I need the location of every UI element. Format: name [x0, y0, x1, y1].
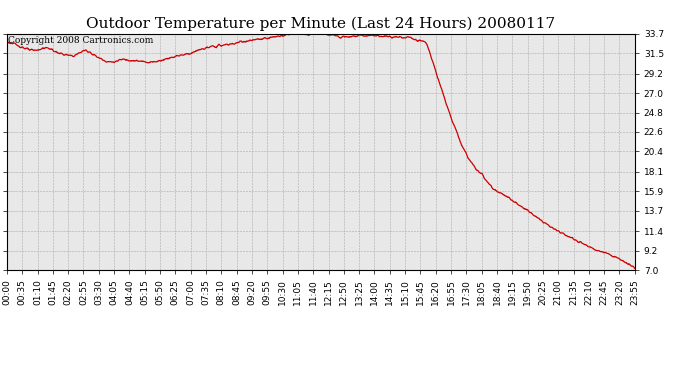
Title: Outdoor Temperature per Minute (Last 24 Hours) 20080117: Outdoor Temperature per Minute (Last 24 … — [86, 17, 555, 31]
Text: Copyright 2008 Cartronics.com: Copyright 2008 Cartronics.com — [8, 36, 153, 45]
